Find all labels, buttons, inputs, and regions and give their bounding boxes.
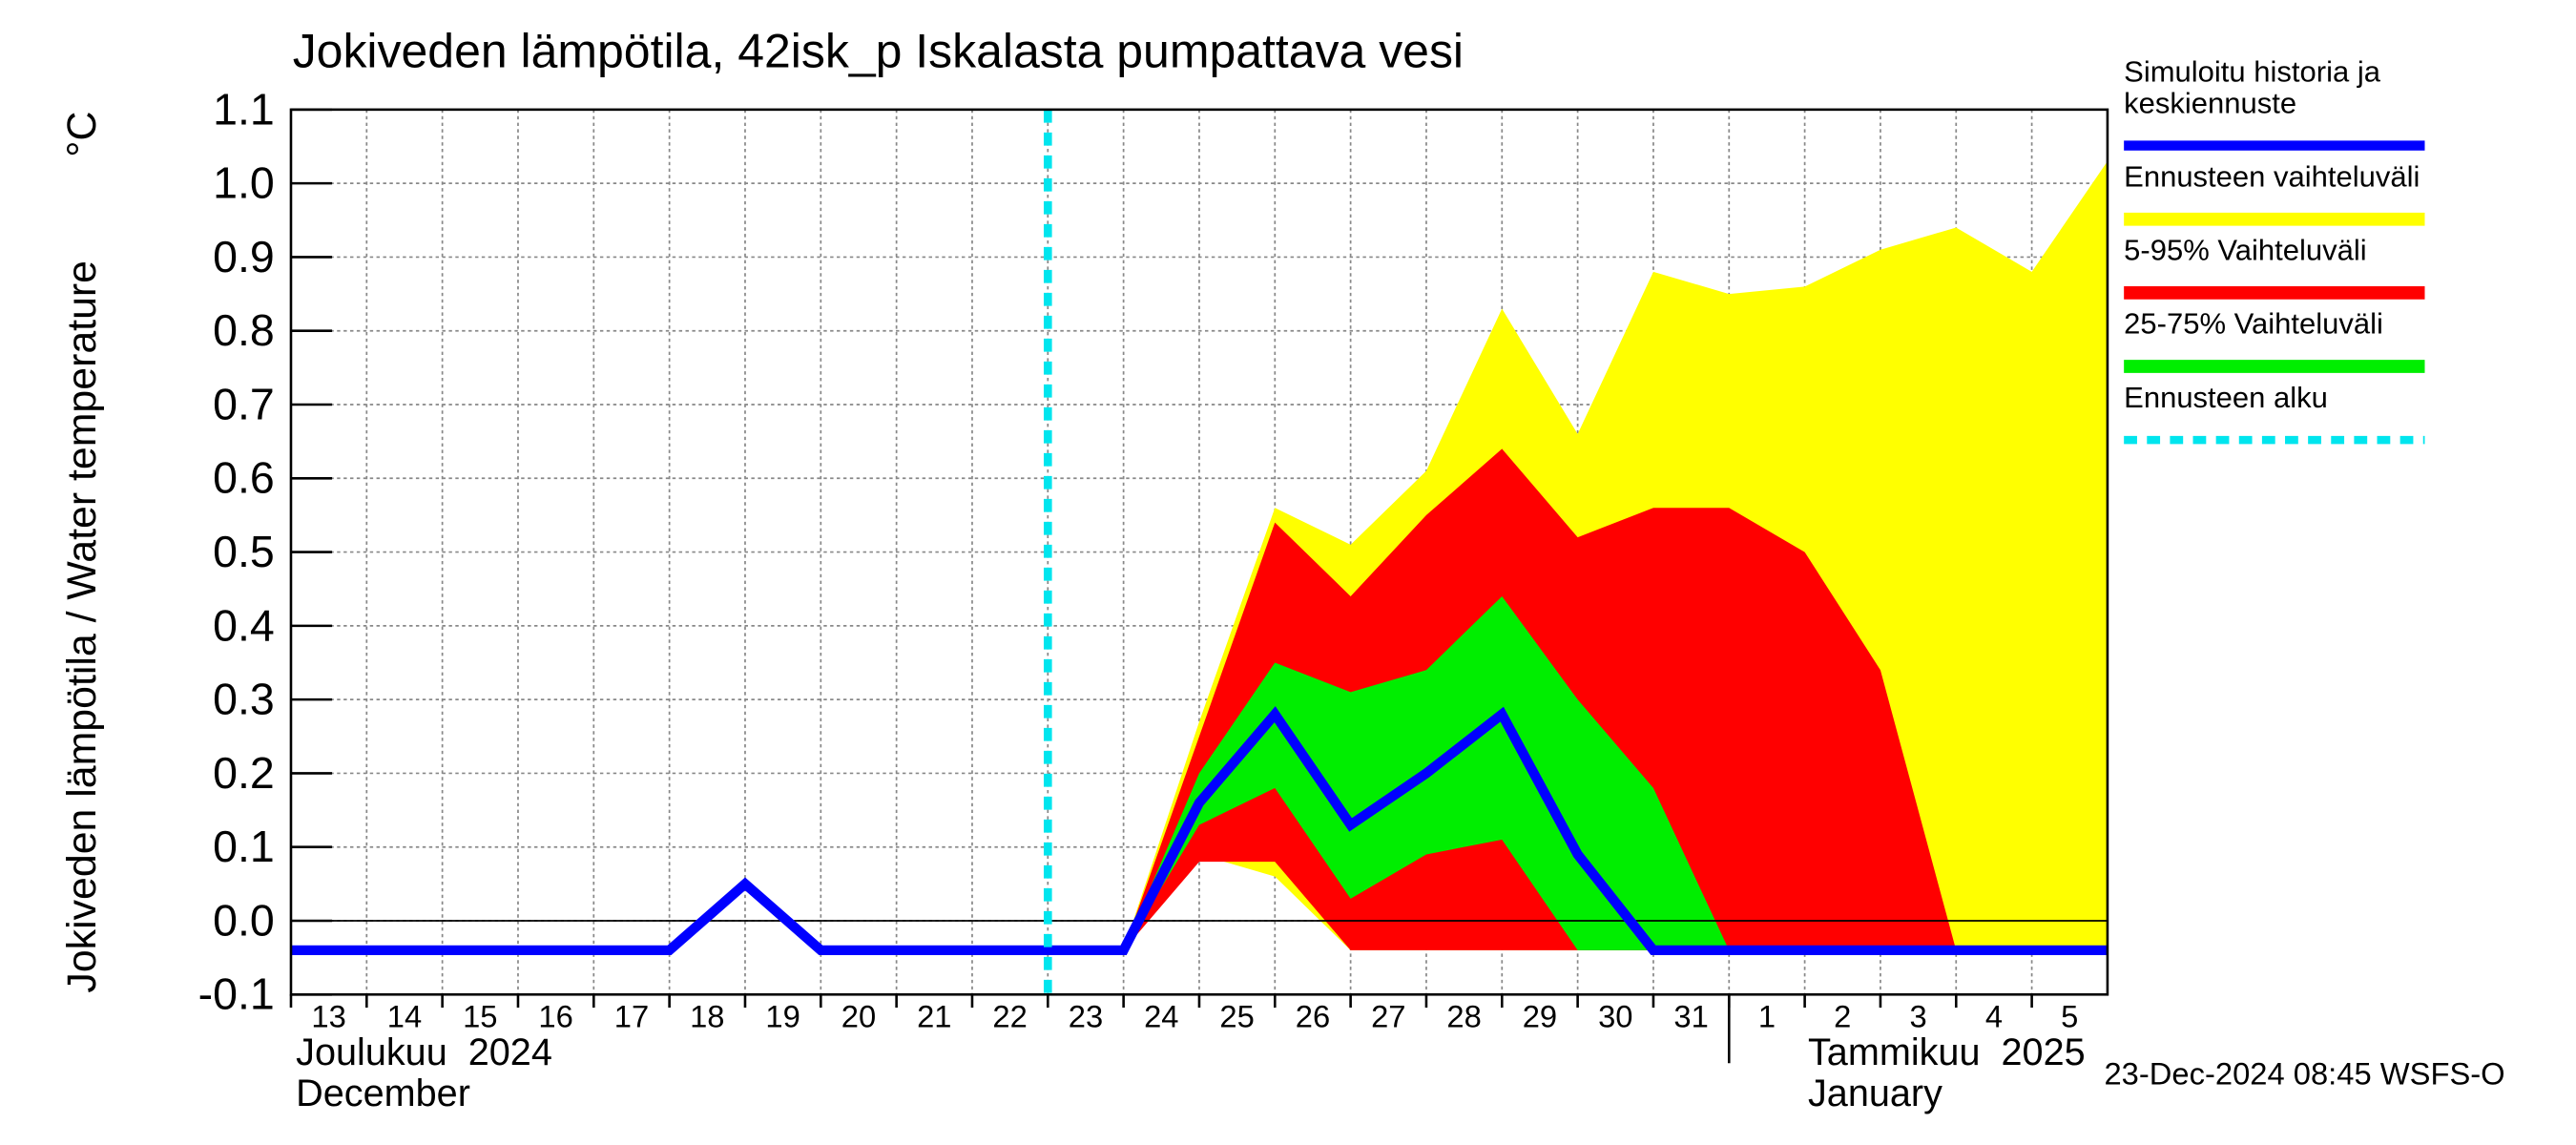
x-tick-label: 13 bbox=[311, 999, 345, 1034]
x-tick-label: 5 bbox=[2061, 999, 2078, 1034]
x-tick-label: 27 bbox=[1371, 999, 1405, 1034]
footer: 23-Dec-2024 08:45 WSFS-O bbox=[2104, 1056, 2504, 1092]
x-tick-label: 25 bbox=[1219, 999, 1254, 1034]
y-tick-label: 1.1 bbox=[213, 84, 275, 134]
x-tick-label: 4 bbox=[1985, 999, 2003, 1034]
month-label: December bbox=[296, 1072, 470, 1114]
x-tick-label: 23 bbox=[1069, 999, 1103, 1034]
x-tick-label: 21 bbox=[917, 999, 951, 1034]
y-tick-label: 0.5 bbox=[213, 527, 275, 576]
y-tick-label: 0.4 bbox=[213, 600, 275, 650]
x-tick-label: 15 bbox=[463, 999, 497, 1034]
x-tick-label: 18 bbox=[690, 999, 724, 1034]
x-tick-label: 2 bbox=[1834, 999, 1851, 1034]
month-label: January bbox=[1808, 1072, 1942, 1114]
month-label: Tammikuu 2025 bbox=[1808, 1031, 2086, 1073]
y-axis-label: Jokiveden lämpötila / Water temperature bbox=[59, 260, 105, 993]
y-tick-label: 1.0 bbox=[213, 158, 275, 208]
x-tick-label: 24 bbox=[1144, 999, 1178, 1034]
chart-title: Jokiveden lämpötila, 42isk_p Iskalasta p… bbox=[293, 24, 1464, 77]
y-tick-label: 0.7 bbox=[213, 380, 275, 429]
legend-label: 25-75% Vaihteluväli bbox=[2124, 307, 2383, 341]
x-tick-label: 17 bbox=[614, 999, 649, 1034]
x-tick-label: 31 bbox=[1673, 999, 1708, 1034]
y-tick-label: 0.9 bbox=[213, 232, 275, 281]
x-tick-label: 3 bbox=[1910, 999, 1927, 1034]
x-tick-label: 20 bbox=[841, 999, 876, 1034]
x-tick-label: 1 bbox=[1758, 999, 1776, 1034]
y-tick-label: 0.8 bbox=[213, 305, 275, 355]
legend-label: Ennusteen alku bbox=[2124, 381, 2328, 414]
y-tick-label: 0.0 bbox=[213, 896, 275, 946]
legend-label: Simuloitu historia ja keskiennuste bbox=[2124, 55, 2381, 119]
y-tick-label: 0.1 bbox=[213, 822, 275, 871]
x-tick-label: 30 bbox=[1598, 999, 1632, 1034]
x-tick-label: 22 bbox=[992, 999, 1027, 1034]
y-axis-unit: °C bbox=[59, 112, 105, 157]
y-tick-label: 0.6 bbox=[213, 453, 275, 503]
legend-label: 5-95% Vaihteluväli bbox=[2124, 234, 2366, 267]
line-series bbox=[290, 706, 2108, 956]
band-area bbox=[1123, 595, 2108, 950]
y-tick-label: 0.2 bbox=[213, 748, 275, 798]
x-tick-label: 19 bbox=[765, 999, 800, 1034]
legend-label: Ennusteen vaihteluväli bbox=[2124, 159, 2420, 193]
x-tick-label: 16 bbox=[538, 999, 572, 1034]
month-label: Joulukuu 2024 bbox=[296, 1031, 552, 1073]
y-tick-label: 0.3 bbox=[213, 675, 275, 724]
x-tick-label: 14 bbox=[387, 999, 422, 1034]
x-tick-label: 28 bbox=[1446, 999, 1481, 1034]
x-tick-label: 26 bbox=[1296, 999, 1330, 1034]
x-tick-label: 29 bbox=[1523, 999, 1557, 1034]
y-tick-label: -0.1 bbox=[198, 969, 275, 1019]
